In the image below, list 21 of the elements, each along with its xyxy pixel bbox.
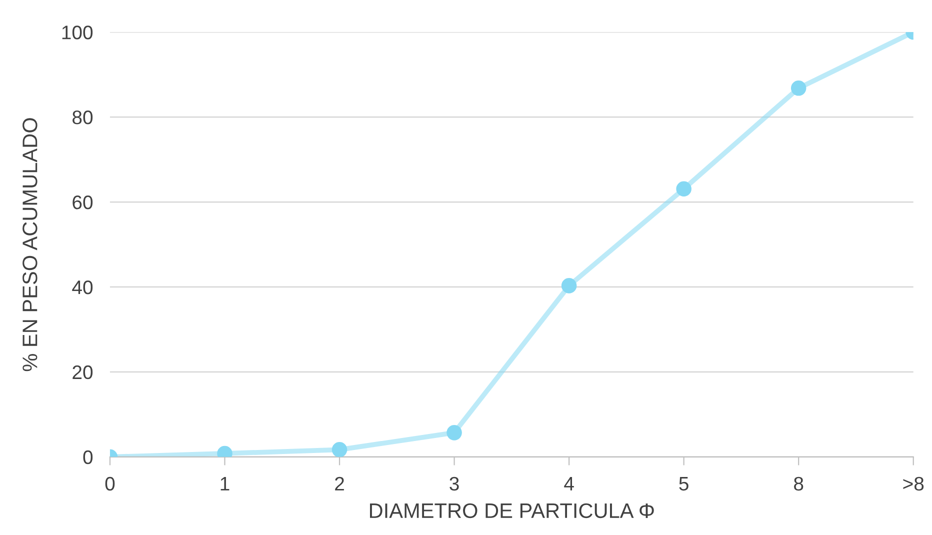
point — [676, 181, 692, 196]
x-tick-label: 1 — [220, 477, 230, 490]
y-tick-label: 40 — [72, 280, 93, 294]
x-axis-title: DIAMETRO DE PARTICULA Φ — [370, 503, 654, 518]
y-tick-label: 0 — [83, 450, 93, 464]
x-tick-label: 2 — [335, 476, 344, 490]
y-axis-title: % EN PESO ACUMULADO — [22, 118, 38, 372]
y-tick-label: 80 — [72, 110, 93, 124]
x-tick-label: 8 — [794, 476, 804, 491]
y-tick-label: 100 — [62, 26, 93, 40]
point — [446, 425, 462, 440]
x-tick-label: 4 — [564, 477, 574, 490]
point — [790, 80, 806, 96]
y-tick-label: 60 — [72, 195, 93, 210]
x-tick-label: 0 — [105, 476, 115, 491]
y-tick-label: 20 — [72, 365, 93, 380]
x-tick-label: >8 — [903, 476, 924, 491]
point — [332, 442, 348, 457]
x-tick-label: 5 — [679, 477, 688, 491]
point — [561, 278, 577, 294]
x-tick-label: 3 — [450, 476, 459, 491]
